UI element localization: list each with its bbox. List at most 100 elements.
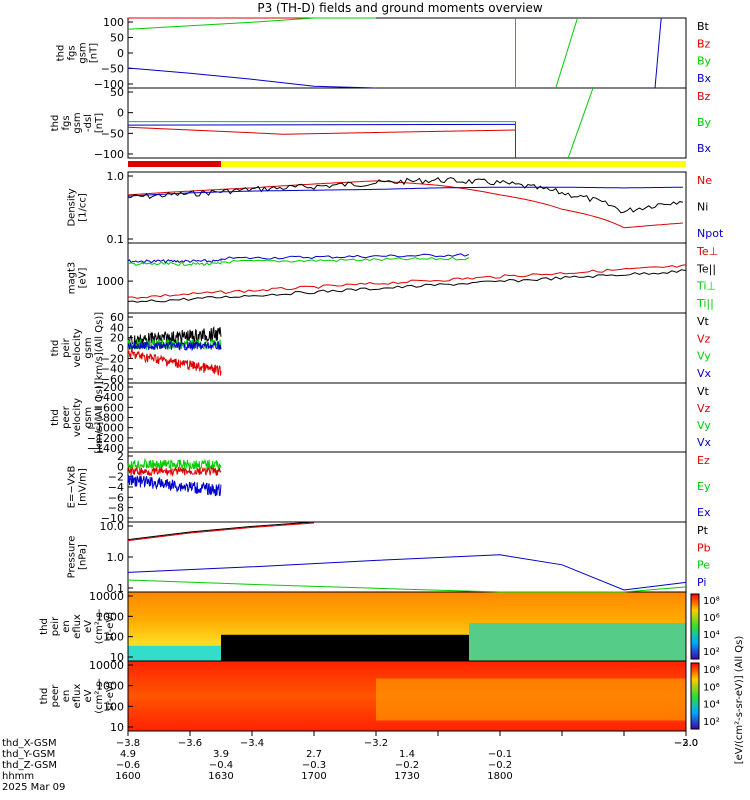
y-tick-label-9-1: 1000 bbox=[96, 680, 124, 693]
trace-temp-red bbox=[128, 264, 687, 299]
y-tick-label-5-1: −400 bbox=[94, 391, 124, 404]
colorbar-8 bbox=[690, 593, 700, 660]
legend-6-1: Ey bbox=[697, 480, 711, 493]
trace-dsl-bz bbox=[127, 126, 516, 135]
x-axis-group: thd_X-GSM −3.8 −3.6 −3.4 −3.2 −3.0−2.0 thd_Y-G… bbox=[2, 731, 698, 793]
y-tick-label-8-2: 100 bbox=[103, 631, 124, 644]
y-tick-label-6-3: −4 bbox=[108, 481, 124, 494]
colorbar-tick-9-3: 10² bbox=[703, 717, 720, 728]
y-tick-label-5-0: −200 bbox=[94, 381, 124, 394]
x-row-value-2-4: −0.2 bbox=[488, 760, 512, 771]
y-axis-label-3-1: [eV] bbox=[78, 268, 89, 289]
trace-vel-vt bbox=[127, 325, 222, 347]
y-tick-label-8-3: 10 bbox=[110, 651, 124, 664]
y-axis-label-1-4: [nT] bbox=[94, 113, 105, 133]
y-tick-label-0-3: −50 bbox=[101, 63, 124, 76]
x-row-value-1-1: 3.9 bbox=[213, 749, 229, 760]
y-tick-label-2-1: 0.1 bbox=[107, 233, 125, 246]
y-tick-label-5-6: −1400 bbox=[87, 442, 124, 455]
y-tick-label-6-1: 0 bbox=[117, 460, 124, 473]
legend-1-2: Bx bbox=[697, 142, 712, 155]
trace-temp-green bbox=[128, 256, 470, 267]
spec-green-region bbox=[469, 623, 686, 661]
colorbar-tick-8-3: 10² bbox=[703, 647, 720, 658]
y-axis-label-4-4: [km/s](All Qs)] bbox=[94, 312, 105, 384]
legend-3-2: Ti⊥ bbox=[696, 280, 716, 293]
y-tick-label-4-0: 60 bbox=[110, 311, 124, 324]
y-axis-label-9-2: en bbox=[61, 690, 72, 703]
trace-fgs-jump-blue bbox=[654, 17, 662, 89]
x-row-value-0-4: −3.0 bbox=[674, 738, 698, 749]
y-axis-label-6-1: [mV/m] bbox=[78, 468, 89, 506]
x-row-value-3-4: 1800 bbox=[487, 771, 512, 782]
y-tick-label-4-6: −60 bbox=[101, 373, 124, 386]
x-row-value-0-2: −3.4 bbox=[240, 738, 264, 749]
legend-2-1: Ni bbox=[697, 201, 708, 214]
legend-0-3: Bx bbox=[697, 72, 712, 85]
y-axis-label-1-1: fgs bbox=[61, 115, 72, 130]
y-axis-label-9-6: sr-eV) bbox=[105, 681, 116, 710]
legend-1-0: Bz bbox=[697, 90, 711, 103]
y-axis-label-6-0: E=−VxB bbox=[67, 466, 78, 509]
y-tick-label-1-1: 0 bbox=[117, 107, 124, 120]
x-axis-date: 2025 Mar 09 bbox=[2, 782, 65, 793]
x-row-value-3-2: 1700 bbox=[301, 771, 326, 782]
colorbar-tick-8-2: 10⁴ bbox=[703, 630, 720, 641]
legend-1-1: By bbox=[697, 116, 712, 129]
colorbar-9 bbox=[690, 662, 700, 730]
trace-density-Ne bbox=[127, 180, 683, 229]
y-axis-label-8-3: eflux bbox=[72, 614, 83, 639]
y-tick-label-5-4: −1000 bbox=[87, 422, 124, 435]
x-row-value-2-3: −0.2 bbox=[395, 760, 419, 771]
y-axis-label-4-0: thd bbox=[50, 340, 61, 357]
legend-5-1: Vz bbox=[697, 402, 711, 415]
x-row-value-2-2: −0.3 bbox=[302, 760, 326, 771]
x-row-value-1-3: 1.4 bbox=[399, 749, 415, 760]
colorbar-tick-8-0: 10⁸ bbox=[703, 596, 720, 607]
y-axis-label-9-3: eflux bbox=[72, 684, 83, 709]
y-tick-label-9-3: 10 bbox=[110, 721, 124, 734]
y-axis-label-3-0: magt3 bbox=[67, 262, 78, 295]
y-axis-label-4-2: velocity bbox=[72, 328, 83, 367]
y-tick-label-7-1: 1.0 bbox=[107, 551, 125, 564]
colorbar-tick-9-0: 10⁸ bbox=[703, 665, 720, 676]
y-axis-label-8-0: thd bbox=[39, 618, 50, 635]
y-tick-label-8-0: 10000 bbox=[89, 590, 124, 603]
trace-efield-ex bbox=[127, 474, 222, 497]
trace-pressure-Pe bbox=[127, 579, 687, 593]
x-row-value-0-3: −3.2 bbox=[364, 738, 388, 749]
y-axis-label-2-1: [1/cc] bbox=[78, 193, 89, 222]
y-axis-label-0-1: fgs bbox=[67, 45, 78, 60]
mode-bar-segment-0 bbox=[128, 161, 221, 167]
legend-7-0: Pt bbox=[697, 524, 709, 537]
y-tick-label-0-4: −100 bbox=[94, 78, 124, 91]
x-row-value-1-0: 4.9 bbox=[120, 749, 136, 760]
y-axis-label-8-4: eV bbox=[83, 620, 94, 633]
y-tick-label-9-2: 100 bbox=[103, 700, 124, 713]
y-axis-label-5-2: velocity bbox=[72, 398, 83, 437]
x-row-label-1: thd_Y-GSM bbox=[2, 749, 55, 760]
y-tick-label-7-2: 0.1 bbox=[107, 582, 125, 595]
legend-6-2: Ex bbox=[697, 506, 711, 519]
legend-4-3: Vx bbox=[697, 367, 712, 380]
panel-frame-5 bbox=[127, 382, 687, 453]
trace-pressure-Pt bbox=[127, 521, 315, 541]
legend-3-1: Te|| bbox=[696, 262, 716, 275]
y-tick-label-5-5: −1200 bbox=[87, 432, 124, 445]
y-axis-label-8-1: peir bbox=[50, 616, 61, 636]
y-tick-label-9-0: 10000 bbox=[89, 659, 124, 672]
y-tick-label-6-2: −2 bbox=[108, 471, 124, 484]
x-row-label-0: thd_X-GSM bbox=[2, 738, 57, 749]
legend-4-2: Vy bbox=[697, 350, 711, 363]
trace-fgs-By bbox=[127, 17, 376, 30]
trace-efield-ez bbox=[127, 465, 222, 477]
y-tick-label-4-2: 20 bbox=[110, 332, 124, 345]
y-axis-label-8-5: (cm²-s- bbox=[94, 608, 105, 644]
y-axis-label-9-1: peer bbox=[50, 684, 61, 708]
y-axis-label-5-3: gsm bbox=[83, 407, 94, 428]
x-row-value-2-0: −0.6 bbox=[116, 760, 140, 771]
legend-3-0: Te⊥ bbox=[696, 245, 718, 258]
x-row-value-1-4: −0.1 bbox=[488, 749, 512, 760]
colorbar-tick-9-2: 10⁴ bbox=[703, 700, 720, 711]
